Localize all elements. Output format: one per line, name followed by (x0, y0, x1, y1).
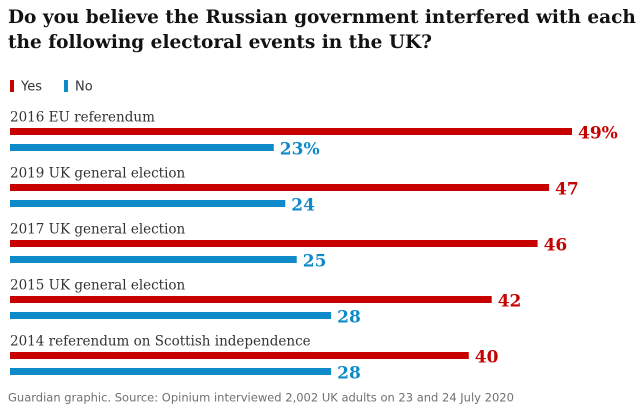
bar (10, 256, 297, 263)
value-label: 23% (280, 140, 320, 160)
bar (10, 352, 469, 359)
chart-title: the following electoral events in the UK… (8, 32, 432, 53)
bar (10, 128, 572, 135)
legend-swatch (64, 80, 68, 92)
value-label: 40 (475, 348, 499, 368)
value-label: 42 (498, 292, 522, 312)
legend-label: No (75, 80, 93, 95)
bar (10, 144, 274, 151)
bar (10, 200, 286, 207)
legend-label: Yes (20, 80, 42, 95)
value-label: 49% (578, 124, 618, 144)
bar (10, 240, 538, 247)
bar (10, 368, 332, 375)
value-label: 47 (555, 180, 579, 200)
category-label: 2017 UK general election (10, 222, 186, 238)
category-label: 2014 referendum on Scottish independence (10, 334, 311, 350)
value-label: 28 (337, 364, 361, 384)
value-label: 24 (291, 196, 315, 216)
category-label: 2019 UK general election (10, 166, 186, 182)
source: Guardian graphic. Source: Opinium interv… (8, 391, 514, 405)
category-label: 2015 UK general election (10, 278, 186, 294)
value-label: 25 (303, 252, 327, 272)
bar (10, 312, 332, 319)
category-label: 2016 EU referendum (10, 110, 155, 126)
bar (10, 296, 492, 303)
bar (10, 184, 550, 191)
legend-swatch (10, 80, 14, 92)
value-label: 28 (337, 308, 361, 328)
chart-title: Do you believe the Russian government in… (8, 7, 640, 28)
value-label: 46 (544, 236, 568, 256)
